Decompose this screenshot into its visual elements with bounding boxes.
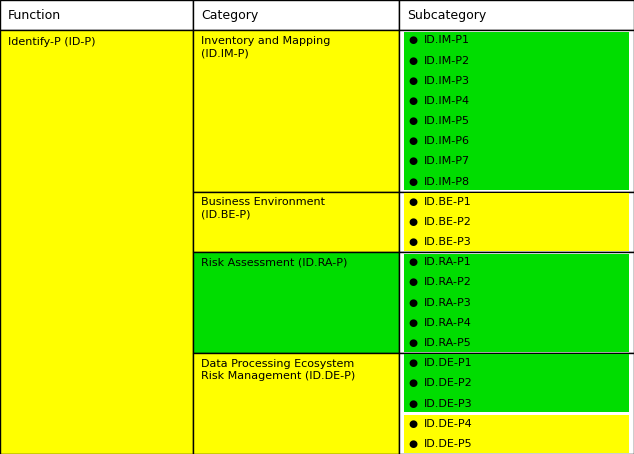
Bar (0, 30, 193, 454)
Bar (404, 355, 629, 412)
Text: Subcategory: Subcategory (407, 9, 486, 22)
Bar (193, 192, 399, 252)
Text: ●: ● (409, 298, 418, 308)
Bar (404, 415, 629, 453)
Text: ●: ● (409, 217, 418, 227)
Bar (404, 254, 629, 352)
Text: ID.DE-P2: ID.DE-P2 (424, 378, 472, 388)
Bar (399, 353, 634, 454)
Text: ID.BE-P2: ID.BE-P2 (424, 217, 472, 227)
Bar (399, 30, 634, 192)
Text: ID.IM-P5: ID.IM-P5 (424, 116, 470, 126)
Text: ID.IM-P6: ID.IM-P6 (424, 136, 470, 146)
Text: ●: ● (409, 399, 418, 409)
Text: ●: ● (409, 157, 418, 167)
Text: Function: Function (8, 9, 61, 22)
Text: ●: ● (409, 318, 418, 328)
Text: Business Environment
(ID.BE-P): Business Environment (ID.BE-P) (201, 197, 325, 220)
Bar (404, 193, 629, 251)
Bar (399, 0, 634, 30)
Bar (193, 0, 399, 30)
Text: ●: ● (409, 237, 418, 247)
Text: Risk Assessment (ID.RA-P): Risk Assessment (ID.RA-P) (201, 258, 347, 268)
Text: ●: ● (409, 177, 418, 187)
Text: ●: ● (409, 35, 418, 45)
Text: ID.DE-P5: ID.DE-P5 (424, 439, 472, 449)
Bar (399, 192, 634, 252)
Text: ID.RA-P5: ID.RA-P5 (424, 338, 471, 348)
Text: ●: ● (409, 96, 418, 106)
Text: ●: ● (409, 55, 418, 65)
Text: ●: ● (409, 338, 418, 348)
Text: ID.RA-P3: ID.RA-P3 (424, 298, 471, 308)
Text: ID.BE-P3: ID.BE-P3 (424, 237, 471, 247)
Text: ID.RA-P4: ID.RA-P4 (424, 318, 472, 328)
Text: ID.IM-P4: ID.IM-P4 (424, 96, 470, 106)
Text: Category: Category (201, 9, 258, 22)
Bar (193, 30, 399, 192)
Text: Data Processing Ecosystem
Risk Management (ID.DE-P): Data Processing Ecosystem Risk Managemen… (201, 359, 355, 381)
Text: ●: ● (409, 277, 418, 287)
Bar (0, 0, 193, 30)
Text: ●: ● (409, 257, 418, 267)
Text: ID.IM-P7: ID.IM-P7 (424, 157, 470, 167)
Text: ●: ● (409, 378, 418, 388)
Text: ID.IM-P2: ID.IM-P2 (424, 55, 470, 65)
Text: ID.IM-P8: ID.IM-P8 (424, 177, 470, 187)
Text: ●: ● (409, 419, 418, 429)
Text: ●: ● (409, 358, 418, 368)
Text: ID.DE-P3: ID.DE-P3 (424, 399, 472, 409)
Text: ●: ● (409, 116, 418, 126)
Text: ID.IM-P1: ID.IM-P1 (424, 35, 470, 45)
Text: ●: ● (409, 136, 418, 146)
Text: ID.RA-P2: ID.RA-P2 (424, 277, 472, 287)
Bar (193, 353, 399, 454)
Text: ●: ● (409, 439, 418, 449)
Bar (399, 252, 634, 353)
Bar (193, 252, 399, 353)
Text: Inventory and Mapping
(ID.IM-P): Inventory and Mapping (ID.IM-P) (201, 36, 330, 58)
Text: ●: ● (409, 76, 418, 86)
Text: ●: ● (409, 197, 418, 207)
Text: ID.IM-P3: ID.IM-P3 (424, 76, 470, 86)
Text: ID.BE-P1: ID.BE-P1 (424, 197, 471, 207)
Text: ID.RA-P1: ID.RA-P1 (424, 257, 471, 267)
Text: ID.DE-P1: ID.DE-P1 (424, 358, 472, 368)
Bar (404, 32, 629, 190)
Text: ID.DE-P4: ID.DE-P4 (424, 419, 472, 429)
Text: Identify-P (ID-P): Identify-P (ID-P) (8, 37, 95, 47)
